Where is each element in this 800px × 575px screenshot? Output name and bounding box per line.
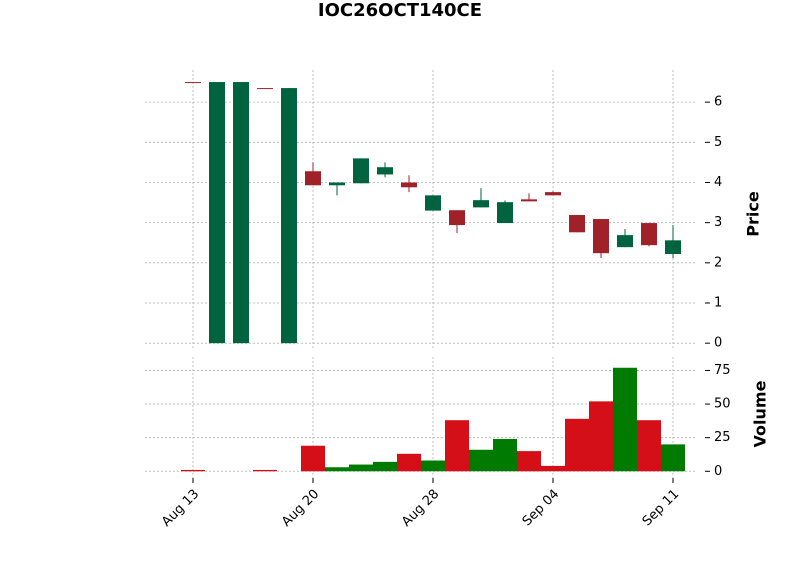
- volume-bar: [661, 444, 685, 472]
- candle-body: [593, 219, 609, 254]
- candle-body: [545, 192, 561, 196]
- candle-body: [473, 200, 489, 208]
- volume-bar: [349, 464, 373, 472]
- candle-body: [665, 240, 681, 254]
- x-tick-label: Sep 11: [640, 487, 683, 530]
- candle-body: [305, 171, 321, 186]
- candle-body: [209, 82, 225, 344]
- x-tick-label: Aug 13: [159, 487, 202, 530]
- candle-body: [425, 195, 441, 211]
- candle-body: [329, 182, 345, 186]
- volume-bar: [517, 451, 541, 472]
- candle-body: [353, 158, 369, 184]
- volume-bar: [565, 418, 589, 472]
- volume-bar: [325, 467, 349, 472]
- candle-body: [401, 182, 417, 188]
- volume-bar: [493, 439, 517, 472]
- candle-body: [281, 88, 297, 344]
- candle-body: [641, 223, 657, 246]
- volume-bar: [397, 453, 421, 472]
- candle-body: [377, 167, 393, 175]
- y-tick-label: 5: [714, 135, 722, 150]
- candle-body: [449, 210, 465, 226]
- candle-body: [185, 82, 201, 84]
- volume-tick-label: 50: [714, 397, 731, 412]
- candle-body: [497, 202, 513, 224]
- y-tick-label: 1: [714, 295, 722, 310]
- volume-bar: [469, 449, 493, 472]
- volume-tick-label: 25: [714, 430, 731, 445]
- candle-body: [233, 82, 249, 344]
- x-tick-label: Sep 04: [520, 487, 563, 530]
- volume-axis-label: Volume: [751, 380, 770, 447]
- candle-body: [521, 199, 537, 202]
- volume-bar: [637, 420, 661, 472]
- volume-bar: [181, 469, 205, 472]
- volume-bar: [589, 401, 613, 472]
- volume-bar: [421, 460, 445, 472]
- volume-bar: [373, 461, 397, 472]
- volume-tick-label: 0: [714, 464, 722, 479]
- candle-body: [257, 88, 273, 90]
- y-tick-label: 4: [714, 175, 722, 190]
- volume-bar: [445, 420, 469, 472]
- candle-body: [617, 235, 633, 248]
- x-tick-label: Aug 20: [279, 487, 322, 530]
- y-tick-label: 6: [714, 95, 722, 110]
- y-tick-label: 2: [714, 255, 722, 270]
- y-tick-label: 0: [714, 336, 722, 351]
- volume-bar: [613, 367, 637, 472]
- volume-bar: [253, 469, 277, 472]
- chart-title: IOC26OCT140CE: [318, 0, 482, 21]
- y-axis-label: Price: [744, 191, 763, 237]
- volume-tick-label: 75: [714, 363, 731, 378]
- volume-bar: [541, 465, 565, 472]
- volume-bar: [301, 445, 325, 472]
- y-tick-label: 3: [714, 215, 722, 230]
- candle-body: [569, 215, 585, 233]
- x-tick-label: Aug 28: [399, 487, 442, 530]
